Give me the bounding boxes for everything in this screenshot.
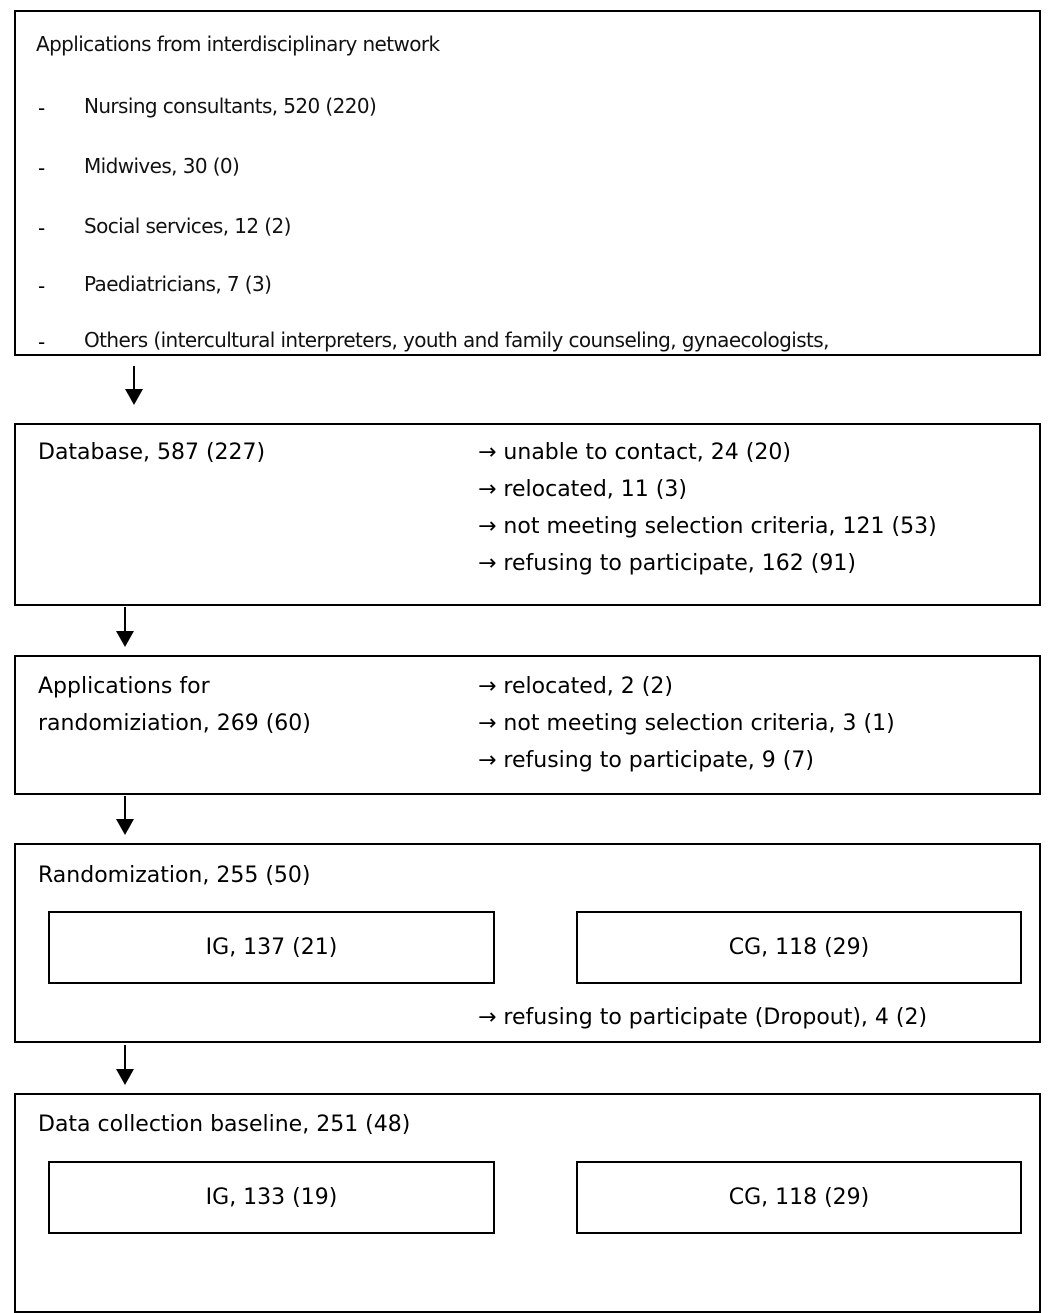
flow-arrow bbox=[116, 796, 134, 835]
dropout-label: → refusing to participate (Dropout), 4 (… bbox=[478, 1005, 928, 1030]
source-paediatricians: Paediatricians, 7 (3) bbox=[84, 272, 272, 296]
baseline-box: Data collection baseline, 251 (48) IG, 1… bbox=[14, 1093, 1041, 1313]
exclusion-relocated: → relocated, 2 (2) bbox=[478, 674, 673, 699]
exclusion-not-meeting-criteria: → not meeting selection criteria, 3 (1) bbox=[478, 711, 895, 736]
bullet: - bbox=[38, 274, 46, 298]
exclusion-unable-to-contact: → unable to contact, 24 (20) bbox=[478, 440, 791, 465]
database-box: Database, 587 (227) → unable to contact,… bbox=[14, 423, 1041, 606]
exclusion-not-meeting-criteria: → not meeting selection criteria, 121 (5… bbox=[478, 514, 937, 539]
exclusion-relocated: → relocated, 11 (3) bbox=[478, 477, 687, 502]
source-social-services: Social services, 12 (2) bbox=[84, 214, 291, 238]
exclusion-refusing: → refusing to participate, 9 (7) bbox=[478, 748, 814, 773]
bullet: - bbox=[38, 330, 46, 354]
bullet: - bbox=[38, 96, 46, 120]
randomization-box: Randomization, 255 (50) IG, 137 (21) CG,… bbox=[14, 843, 1041, 1043]
database-label: Database, 587 (227) bbox=[38, 440, 266, 465]
applications-title: Applications from interdisciplinary netw… bbox=[36, 32, 440, 56]
baseline-label: Data collection baseline, 251 (48) bbox=[38, 1112, 411, 1137]
source-midwives: Midwives, 30 (0) bbox=[84, 154, 240, 178]
randomization-label: Randomization, 255 (50) bbox=[38, 863, 311, 888]
applications-label-line2: randomiziation, 269 (60) bbox=[38, 711, 311, 736]
applications-box: Applications from interdisciplinary netw… bbox=[14, 10, 1041, 356]
randomization-applications-box: Applications for randomiziation, 269 (60… bbox=[14, 655, 1041, 795]
control-group-box: CG, 118 (29) bbox=[576, 1161, 1022, 1234]
flow-arrow bbox=[125, 366, 143, 405]
exclusion-refusing: → refusing to participate, 162 (91) bbox=[478, 551, 856, 576]
flow-arrow bbox=[116, 607, 134, 647]
source-others: Others (intercultural interpreters, yout… bbox=[84, 328, 829, 352]
intervention-group-box: IG, 137 (21) bbox=[48, 911, 495, 984]
bullet: - bbox=[38, 156, 46, 180]
flow-arrow bbox=[116, 1045, 134, 1085]
intervention-group-box: IG, 133 (19) bbox=[48, 1161, 495, 1234]
applications-label-line1: Applications for bbox=[38, 674, 210, 699]
bullet: - bbox=[38, 216, 46, 240]
source-nursing-consultants: Nursing consultants, 520 (220) bbox=[84, 94, 377, 118]
control-group-box: CG, 118 (29) bbox=[576, 911, 1022, 984]
